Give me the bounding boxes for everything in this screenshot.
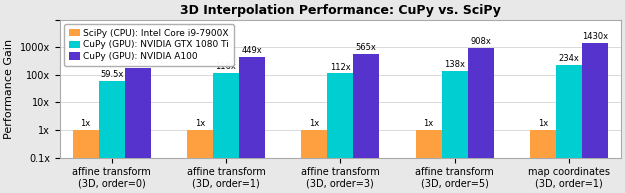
Bar <box>124 68 151 193</box>
Text: 908x: 908x <box>470 37 491 47</box>
Bar <box>442 71 468 193</box>
Bar <box>468 48 494 193</box>
Text: 449x: 449x <box>241 46 262 55</box>
Y-axis label: Performance Gain: Performance Gain <box>4 39 14 139</box>
Text: 172x: 172x <box>127 57 148 66</box>
Text: 1x: 1x <box>81 119 91 128</box>
Text: 565x: 565x <box>356 43 377 52</box>
Bar <box>72 130 99 193</box>
Text: 1x: 1x <box>195 119 205 128</box>
Title: 3D Interpolation Performance: CuPy vs. SciPy: 3D Interpolation Performance: CuPy vs. S… <box>180 4 501 17</box>
Text: 1x: 1x <box>538 119 548 128</box>
Text: 1x: 1x <box>309 119 319 128</box>
Text: 112x: 112x <box>330 63 351 71</box>
Bar <box>328 74 353 193</box>
Bar <box>239 57 265 193</box>
Text: 59.5x: 59.5x <box>100 70 123 79</box>
Text: 138x: 138x <box>444 60 465 69</box>
Bar <box>530 130 556 193</box>
Bar <box>301 130 328 193</box>
Text: 234x: 234x <box>559 54 579 63</box>
Bar <box>213 73 239 193</box>
Bar <box>99 81 124 193</box>
Bar <box>556 65 582 193</box>
Bar <box>582 43 608 193</box>
Bar <box>416 130 442 193</box>
Bar <box>187 130 213 193</box>
Text: 1430x: 1430x <box>582 32 608 41</box>
Bar <box>353 54 379 193</box>
Text: 1x: 1x <box>424 119 434 128</box>
Legend: SciPy (CPU): Intel Core i9-7900X, CuPy (GPU): NVIDIA GTX 1080 Ti, CuPy (GPU): NV: SciPy (CPU): Intel Core i9-7900X, CuPy (… <box>64 24 234 66</box>
Text: 116x: 116x <box>216 62 236 71</box>
